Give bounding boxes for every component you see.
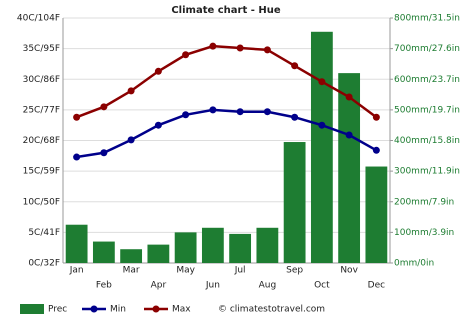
chart-title: Climate chart - Hue xyxy=(171,5,281,16)
legend-swatch xyxy=(90,305,98,313)
y-tick-label: 35C/95F xyxy=(23,44,60,54)
legend-label: Max xyxy=(172,305,191,315)
bar xyxy=(147,244,170,263)
point xyxy=(263,108,271,116)
bar xyxy=(256,227,279,263)
point xyxy=(182,51,190,59)
y-tick-label: 0C/32F xyxy=(28,259,60,269)
point xyxy=(154,121,162,129)
point xyxy=(372,146,380,154)
y2-tick-label: 600mm/23.7in xyxy=(394,75,460,85)
y2-tick-label: 100mm/3.9in xyxy=(394,228,454,238)
point xyxy=(154,67,162,75)
point xyxy=(100,149,108,157)
y-tick-label: 30C/86F xyxy=(23,75,60,85)
x-tick-label: Aug xyxy=(259,281,277,291)
x-tick-label: Mar xyxy=(123,266,140,276)
x-tick-label: Sep xyxy=(286,266,303,276)
bar xyxy=(65,224,88,263)
source: © climatestotravel.com xyxy=(218,305,325,315)
point xyxy=(318,121,326,129)
y-tick-label: 20C/68F xyxy=(23,136,60,146)
x-tick-label: Feb xyxy=(96,281,112,291)
x-tick-label: Jun xyxy=(205,281,220,291)
point xyxy=(291,62,299,70)
point xyxy=(372,113,380,121)
y2-tick-label: 200mm/7.9in xyxy=(394,197,454,207)
point xyxy=(345,131,353,139)
point xyxy=(236,108,244,116)
point xyxy=(182,111,190,119)
y2-tick-label: 500mm/19.7in xyxy=(394,105,460,115)
point xyxy=(291,113,299,121)
legend-label: Prec xyxy=(48,305,67,315)
x-tick-label: Nov xyxy=(340,266,358,276)
point xyxy=(236,44,244,52)
y-tick-label: 25C/77F xyxy=(23,105,60,115)
bar xyxy=(120,249,143,263)
point xyxy=(73,113,81,121)
point xyxy=(127,136,135,144)
legend-label: Min xyxy=(110,305,126,315)
y2-tick-label: 300mm/11.9in xyxy=(394,167,460,177)
bar xyxy=(338,73,361,263)
x-tick-label: Jan xyxy=(69,266,84,276)
point xyxy=(318,78,326,86)
point xyxy=(263,46,271,54)
x-tick-label: May xyxy=(176,266,195,276)
x-tick-label: Apr xyxy=(151,281,167,291)
bar xyxy=(229,233,252,263)
bar xyxy=(365,166,388,263)
line xyxy=(76,44,378,119)
y2-tick-label: 800mm/31.5in xyxy=(394,14,460,24)
x-tick-label: Dec xyxy=(368,281,385,291)
point xyxy=(127,87,135,95)
y-tick-label: 10C/50F xyxy=(23,197,60,207)
point xyxy=(209,42,217,50)
y-tick-label: 5C/41F xyxy=(28,228,60,238)
y-tick-label: 40C/104F xyxy=(17,14,60,24)
bar xyxy=(174,232,197,263)
bar xyxy=(283,142,306,263)
bar xyxy=(92,241,115,263)
y2-tick-label: 700mm/27.6in xyxy=(394,44,460,54)
y2-tick-label: 400mm/15.8in xyxy=(394,136,460,146)
legend-swatch xyxy=(20,304,44,314)
bar xyxy=(201,227,224,263)
point xyxy=(73,153,81,161)
point xyxy=(100,103,108,111)
y-tick-label: 15C/59F xyxy=(23,167,60,177)
point xyxy=(345,93,353,101)
y2-tick-label: 0mm/0in xyxy=(394,259,434,269)
bar xyxy=(310,31,333,263)
line xyxy=(76,108,377,159)
x-tick-label: Oct xyxy=(314,281,330,291)
x-tick-label: Jul xyxy=(234,266,246,276)
point xyxy=(209,106,217,114)
legend-swatch xyxy=(152,305,160,313)
